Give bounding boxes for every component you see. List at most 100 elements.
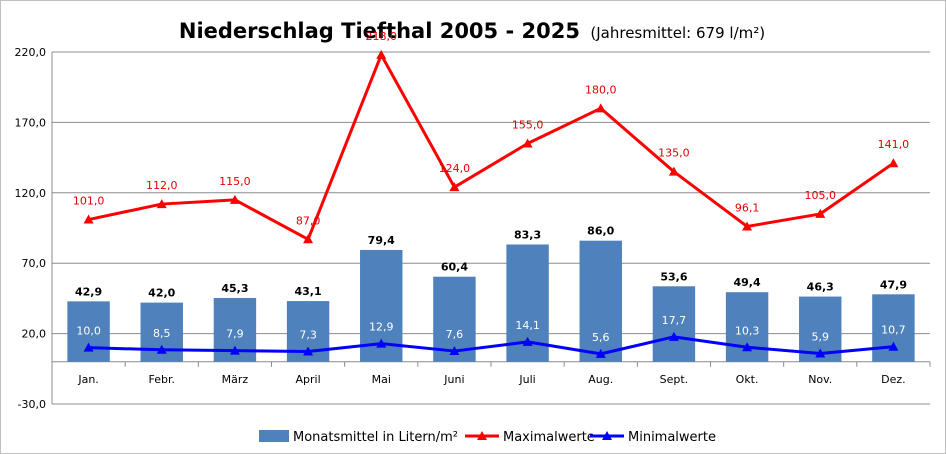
x-tick-label: Sept. bbox=[660, 373, 689, 386]
min-value-label: 10,7 bbox=[881, 324, 906, 337]
bar-value-label: 46,3 bbox=[807, 281, 834, 294]
min-point bbox=[303, 346, 314, 356]
max-point bbox=[595, 103, 606, 113]
bar-value-label: 60,4 bbox=[441, 261, 468, 274]
bar-value-label: 79,4 bbox=[368, 234, 395, 247]
x-tick-label: Aug. bbox=[588, 373, 613, 386]
legend-marker-min bbox=[602, 431, 612, 440]
min-value-label: 17,7 bbox=[662, 314, 687, 327]
min-value-label: 14,1 bbox=[515, 319, 540, 332]
legend-swatch-bar bbox=[259, 430, 289, 442]
max-value-label: 115,0 bbox=[219, 175, 251, 188]
legend-label-max: Maximalwerte bbox=[503, 430, 595, 445]
min-value-label: 7,9 bbox=[226, 328, 244, 341]
y-tick-label: 20,0 bbox=[22, 328, 47, 341]
legend: Monatsmittel in Litern/m² Maximalwerte Min… bbox=[259, 430, 716, 445]
min-value-label: 8,5 bbox=[153, 327, 171, 340]
bar-value-label: 43,1 bbox=[295, 285, 322, 298]
x-tick-label: Juli bbox=[518, 373, 535, 386]
y-tick-label: 70,0 bbox=[22, 257, 47, 270]
legend-marker-max bbox=[477, 431, 487, 440]
bar-value-label: 42,9 bbox=[75, 285, 102, 298]
min-point bbox=[83, 342, 94, 352]
bar-value-label: 49,4 bbox=[734, 276, 761, 289]
max-series-line bbox=[88, 53, 895, 241]
max-point bbox=[449, 182, 460, 192]
max-point bbox=[668, 166, 679, 176]
min-point bbox=[449, 346, 460, 356]
max-value-label: 135,0 bbox=[658, 147, 690, 160]
min-point bbox=[742, 342, 753, 352]
x-tick-label: April bbox=[296, 373, 321, 386]
legend-label-bar: Monatsmittel in Litern/m² bbox=[293, 430, 458, 445]
chart-subtitle: (Jahresmittel: 679 l/m²) bbox=[590, 24, 765, 42]
y-tick-label: -30,0 bbox=[18, 398, 46, 411]
min-point bbox=[668, 331, 679, 341]
min-value-label: 12,9 bbox=[369, 321, 394, 334]
bar-value-label: 47,9 bbox=[880, 278, 907, 291]
bar-value-label: 83,3 bbox=[514, 228, 541, 241]
gridlines bbox=[52, 51, 930, 405]
x-tick-label: Febr. bbox=[149, 373, 176, 386]
x-tick-label: Nov. bbox=[808, 373, 832, 386]
legend-label-min: Minimalwerte bbox=[628, 430, 716, 445]
min-value-label: 7,6 bbox=[446, 328, 464, 341]
chart-title: Niederschlag Tiefthal 2005 - 2025 (Jahre… bbox=[179, 19, 765, 43]
max-value-label: 87,0 bbox=[296, 214, 321, 227]
min-value-label: 5,6 bbox=[592, 331, 610, 344]
bar-value-label: 45,3 bbox=[221, 282, 248, 295]
bar bbox=[67, 301, 110, 362]
max-value-label: 124,0 bbox=[439, 162, 471, 175]
bar-value-label: 86,0 bbox=[587, 225, 614, 238]
data-labels: 42,9 42,0 45,3 43,1 79,4 60,4 83,3 86,0 53,6 49,4… bbox=[73, 30, 909, 344]
max-point bbox=[156, 199, 167, 209]
max-value-label: 101,0 bbox=[73, 195, 105, 208]
max-point bbox=[303, 234, 314, 244]
max-value-label: 141,0 bbox=[878, 138, 910, 151]
max-value-label: 155,0 bbox=[512, 119, 544, 132]
min-point bbox=[156, 344, 167, 354]
max-point bbox=[376, 49, 387, 59]
bar-value-label: 42,0 bbox=[148, 287, 175, 300]
min-point bbox=[376, 338, 387, 348]
max-point bbox=[742, 221, 753, 231]
y-tick-label: 220,0 bbox=[15, 46, 47, 59]
min-value-label: 10,3 bbox=[735, 324, 760, 337]
x-tick-label: März bbox=[222, 373, 249, 386]
max-point bbox=[522, 138, 533, 148]
min-point bbox=[888, 341, 899, 351]
chart-title-main: Niederschlag Tiefthal 2005 - 2025 bbox=[179, 19, 580, 43]
min-point bbox=[522, 336, 533, 346]
max-value-label: 96,1 bbox=[735, 201, 760, 214]
max-value-label: 218,0 bbox=[366, 30, 398, 43]
max-point bbox=[83, 214, 94, 224]
min-point bbox=[229, 345, 240, 355]
max-value-label: 105,0 bbox=[805, 189, 837, 202]
bar bbox=[652, 286, 696, 362]
axes: -30,0 20,0 70,0 120,0 170,0 220,0 Jan. Febr. Mär… bbox=[15, 46, 931, 411]
min-series-line bbox=[88, 335, 894, 356]
bar-value-label: 53,6 bbox=[660, 270, 687, 283]
max-value-label: 180,0 bbox=[585, 83, 617, 96]
x-tick-label: Juni bbox=[443, 373, 464, 386]
min-point bbox=[815, 348, 826, 358]
x-tick-label: Mai bbox=[372, 373, 391, 386]
y-tick-label: 170,0 bbox=[15, 116, 47, 129]
min-value-label: 5,9 bbox=[812, 330, 830, 343]
bar bbox=[579, 240, 622, 362]
x-tick-label: Okt. bbox=[736, 373, 759, 386]
min-point bbox=[595, 348, 606, 358]
min-value-label: 7,3 bbox=[299, 328, 317, 341]
max-point bbox=[888, 158, 899, 168]
y-tick-label: 120,0 bbox=[15, 187, 47, 200]
max-point bbox=[815, 208, 826, 218]
max-point bbox=[229, 194, 240, 204]
max-value-label: 112,0 bbox=[146, 179, 178, 192]
x-tick-label: Jan. bbox=[77, 373, 98, 386]
x-tick-label: Dez. bbox=[881, 373, 906, 386]
min-value-label: 10,0 bbox=[76, 325, 101, 338]
line-series bbox=[83, 49, 899, 358]
